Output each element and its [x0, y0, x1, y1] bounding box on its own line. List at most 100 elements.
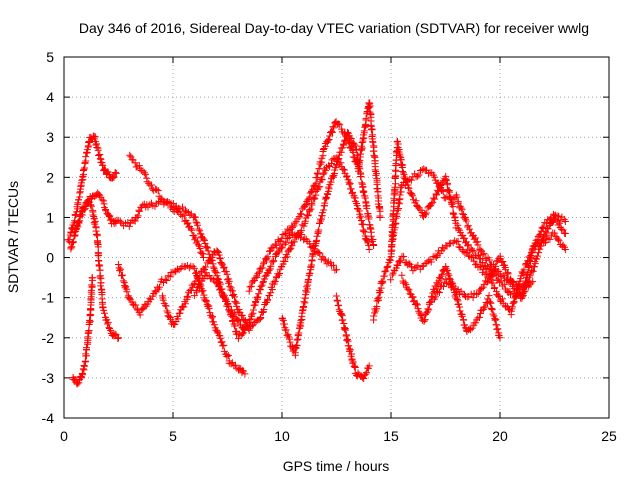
data-point	[450, 210, 458, 218]
data-point	[362, 370, 370, 378]
data-point	[262, 299, 270, 307]
data-point	[484, 278, 492, 286]
data-point	[204, 303, 212, 311]
data-point	[491, 316, 499, 324]
data-point	[506, 275, 514, 283]
data-point	[131, 217, 139, 225]
data-point	[80, 165, 88, 173]
data-point	[324, 136, 332, 144]
data-point	[558, 225, 566, 233]
data-point	[270, 257, 278, 265]
data-point	[183, 208, 191, 216]
data-point	[121, 284, 129, 292]
data-point	[296, 210, 304, 218]
data-point	[464, 242, 472, 250]
data-point	[304, 276, 312, 284]
data-point	[222, 297, 230, 305]
data-point	[298, 231, 306, 239]
data-point	[132, 301, 140, 309]
data-point	[359, 188, 367, 196]
data-point	[173, 207, 181, 215]
data-point	[123, 288, 131, 296]
data-point	[437, 272, 445, 280]
data-point	[281, 230, 289, 238]
data-point	[447, 284, 455, 292]
data-point	[67, 243, 75, 251]
data-point	[225, 359, 233, 367]
data-point	[467, 326, 475, 334]
data-point	[76, 189, 84, 197]
data-point	[333, 297, 341, 305]
data-point	[362, 115, 370, 123]
series-track-6	[126, 151, 208, 262]
data-point	[489, 279, 497, 287]
data-point	[249, 309, 257, 317]
data-point	[323, 194, 331, 202]
data-point	[297, 210, 305, 218]
data-point	[474, 290, 482, 298]
data-point	[454, 237, 462, 245]
data-point	[79, 172, 87, 180]
data-point	[458, 312, 466, 320]
data-point	[379, 277, 387, 285]
data-point	[282, 326, 290, 334]
data-point	[278, 235, 286, 243]
data-point	[519, 269, 527, 277]
x-tick-label: 25	[601, 428, 617, 444]
data-point	[349, 358, 357, 366]
data-point	[347, 185, 355, 193]
data-point	[454, 198, 462, 206]
data-point	[351, 363, 359, 371]
data-point	[445, 271, 453, 279]
data-point	[304, 211, 312, 219]
data-point	[368, 126, 376, 134]
y-tick-label: -4	[42, 410, 55, 426]
data-point	[106, 216, 114, 224]
data-point	[229, 316, 237, 324]
data-point	[288, 242, 296, 250]
data-point	[412, 300, 420, 308]
data-point	[520, 266, 528, 274]
data-point	[427, 258, 435, 266]
data-point	[412, 197, 420, 205]
data-point	[381, 268, 389, 276]
data-point	[445, 240, 453, 248]
data-point	[408, 192, 416, 200]
data-point	[263, 254, 271, 262]
chart-title: Day 346 of 2016, Sidereal Day-to-day VTE…	[79, 20, 589, 36]
data-point	[462, 215, 470, 223]
data-point	[100, 306, 108, 314]
data-point	[322, 167, 330, 175]
data-point	[282, 238, 290, 246]
data-point	[418, 312, 426, 320]
data-point	[343, 336, 351, 344]
y-tick-label: 3	[46, 129, 54, 145]
data-point	[314, 170, 322, 178]
data-point	[551, 229, 559, 237]
data-point	[494, 291, 502, 299]
data-point	[444, 270, 452, 278]
data-point	[110, 173, 118, 181]
data-point	[334, 156, 342, 164]
data-point	[259, 308, 267, 316]
data-point	[359, 183, 367, 191]
data-point	[500, 280, 508, 288]
data-point	[116, 267, 124, 275]
series-track-11	[332, 292, 373, 383]
data-point	[529, 267, 537, 275]
data-point	[463, 248, 471, 256]
data-point	[115, 334, 122, 342]
data-point	[394, 261, 402, 269]
data-point	[386, 256, 394, 264]
data-point	[315, 226, 323, 234]
data-point	[433, 191, 441, 199]
data-point	[327, 159, 335, 167]
data-point	[225, 277, 233, 285]
data-point	[526, 257, 533, 265]
data-point	[557, 216, 565, 224]
data-point	[424, 305, 432, 313]
data-point	[224, 279, 232, 287]
data-point	[205, 304, 213, 312]
data-point	[75, 218, 83, 226]
data-point	[231, 322, 239, 330]
